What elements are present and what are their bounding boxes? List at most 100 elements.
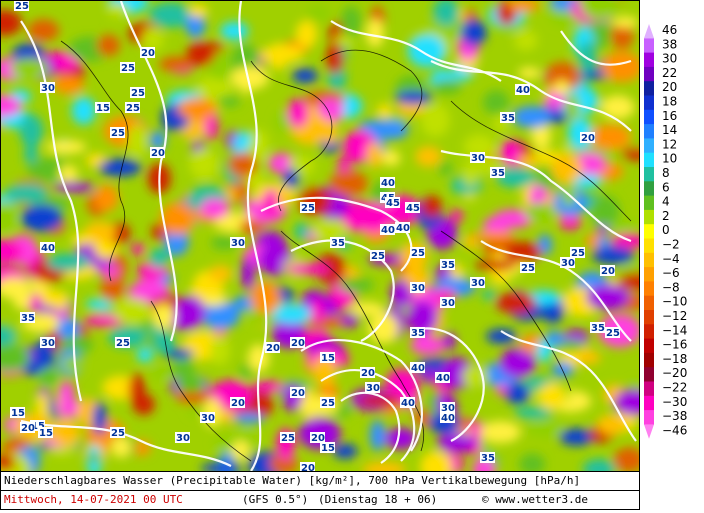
field-patch: [1, 344, 30, 372]
field-patch: [483, 216, 511, 235]
legend-swatch: [644, 81, 654, 96]
field-patch: [394, 91, 433, 105]
field-patch: [40, 288, 58, 307]
field-patch: [220, 21, 249, 41]
field-patch: [504, 383, 531, 405]
field-patch: [482, 289, 496, 301]
contour-label: 30: [366, 383, 380, 394]
field-patch: [597, 414, 627, 435]
field-patch: [375, 120, 409, 140]
field-patch: [475, 259, 518, 271]
legend-tick-label: 0: [662, 223, 670, 237]
contour-label-bg: [370, 250, 385, 261]
field-patch: [537, 234, 553, 256]
field-patch: [160, 202, 195, 235]
field-patch: [174, 295, 206, 327]
contour-label: 30: [441, 403, 455, 414]
legend-tick-label: 12: [662, 137, 677, 151]
contour-label-bg: [410, 362, 425, 373]
field-patch: [586, 284, 630, 311]
legend-tick-label: −6: [662, 266, 680, 280]
contour-label-bg: [40, 242, 55, 253]
field-patch: [618, 272, 639, 291]
field-patch: [559, 213, 582, 230]
contour-label-bg: [120, 62, 135, 73]
contour-label: 25: [606, 328, 620, 339]
legend-swatch: [644, 381, 654, 397]
field-patch: [200, 462, 243, 471]
field-patch: [287, 98, 309, 128]
contour-label-bg: [440, 297, 455, 308]
contour-label-bg: [95, 102, 110, 113]
contour-label-bg: [230, 237, 245, 248]
field-patch: [49, 419, 80, 446]
field-patch: [239, 363, 254, 379]
contour-label-bg: [520, 262, 535, 273]
legend-tick-label: −10: [662, 295, 687, 309]
contour-label: 20: [266, 343, 280, 354]
field-patch: [71, 96, 96, 125]
contour-label-bg: [380, 177, 395, 188]
field-patch: [84, 314, 123, 327]
field-patch: [251, 380, 284, 393]
field-patch: [85, 299, 111, 310]
contour-label: 35: [21, 313, 35, 324]
field-patch: [589, 195, 620, 226]
field-patch: [340, 5, 362, 39]
legend-tick-label: 18: [662, 95, 677, 109]
contour-label: 35: [331, 238, 345, 249]
legend-swatch: [644, 352, 654, 368]
contour-label: 25: [121, 63, 135, 74]
contour-label: 30: [471, 153, 485, 164]
contour-label-bg: [265, 342, 280, 353]
field-patch: [436, 432, 477, 453]
contour-label: 25: [371, 251, 385, 262]
contour-label-bg: [400, 397, 415, 408]
contour-label: 40: [396, 223, 410, 234]
contour-label-bg: [330, 237, 345, 248]
field-patch: [98, 158, 142, 177]
field-patch: [601, 51, 639, 83]
contour-label-bg: [440, 402, 455, 413]
legend-tick-label: −46: [662, 423, 687, 437]
field-patch: [495, 167, 536, 188]
legend-swatch: [644, 109, 654, 125]
legend-tick-label: 20: [662, 80, 677, 94]
field-patch: [100, 275, 125, 301]
contour-label: 40: [401, 398, 415, 409]
legend-tick-label: −2: [662, 238, 680, 252]
contour-label: 25: [571, 248, 585, 259]
contour-label: 15: [321, 443, 335, 454]
field-patch: [128, 373, 145, 408]
contour-label: 25: [126, 103, 140, 114]
field-patch: [326, 42, 343, 74]
field-patch: [286, 263, 330, 275]
legend-tick-label: −38: [662, 409, 687, 423]
contour-label-bg: [560, 257, 575, 268]
field-patch: [531, 123, 551, 148]
contour-label: 15: [96, 103, 110, 114]
contour-label: 35: [491, 168, 505, 179]
legend-swatch: [644, 338, 654, 354]
contour-label-bg: [605, 327, 620, 338]
contour-label: 25: [116, 338, 130, 349]
contour-label-bg: [38, 427, 53, 438]
contour-label: 25: [301, 203, 315, 214]
field-patch: [518, 67, 541, 79]
legend-swatch: [644, 224, 654, 239]
contour-label: 35: [501, 113, 515, 124]
field-patch: [519, 453, 546, 471]
field-patch: [24, 144, 38, 165]
legend-swatch: [644, 281, 654, 297]
field-patch: [231, 440, 251, 460]
field-patch: [52, 75, 84, 95]
contour-label-bg: [140, 47, 155, 58]
contour-label: 25: [15, 1, 29, 12]
contour-label-bg: [230, 397, 245, 408]
field-patch: [292, 68, 319, 84]
field-patch: [186, 41, 216, 66]
legend-tick-label: −16: [662, 338, 687, 352]
contour-label: 15: [11, 408, 25, 419]
field-patch: [62, 355, 83, 373]
field-patch: [612, 16, 639, 28]
